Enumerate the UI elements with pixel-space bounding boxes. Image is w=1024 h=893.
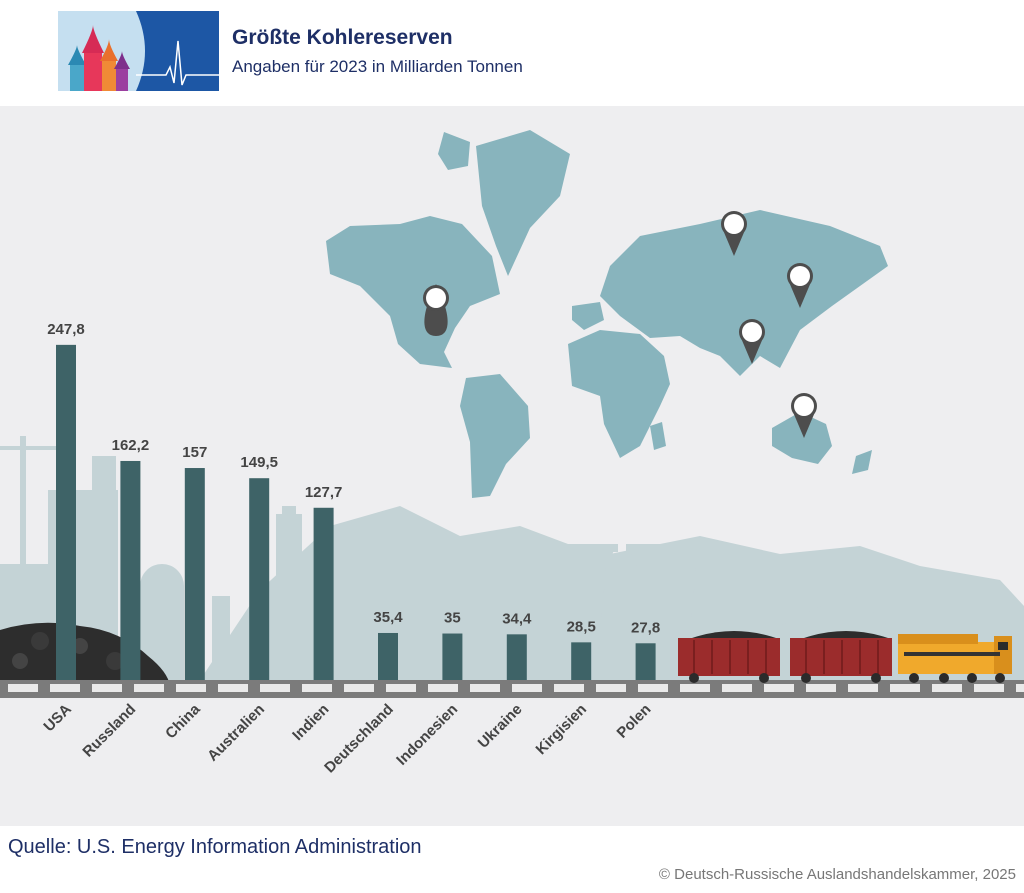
value-label-polen: 27,8 [631,619,660,636]
category-label-indonesien: Indonesien [393,701,461,769]
value-label-indien: 127,7 [305,484,343,501]
category-label-deutschland: Deutschland [321,701,397,777]
bar-ukraine [506,634,527,681]
bar-china [184,468,205,681]
bar-indonesien [442,633,463,681]
map-pin-icon [721,211,747,256]
value-label-kirgisien: 28,5 [567,618,596,635]
category-label-china: China [162,700,204,742]
bar-kirgisien [571,642,592,681]
category-labels-layer: USA Russland China Australien IndienDeutschl… [40,700,654,776]
category-label-russland: Russland [79,701,139,761]
value-label-indonesien: 35 [444,610,461,627]
category-label-australien: Australien [204,701,268,765]
bar-usa [56,344,76,681]
category-label-usa: USA [40,701,75,736]
source-note: Quelle: U.S. Energy Information Administ… [8,836,422,858]
value-label-russland: 162,2 [112,437,150,454]
bar-polen [635,643,656,681]
category-label-indien: Indien [289,701,332,744]
header: Größte Kohlereserven Angaben für 2023 in… [0,0,1024,106]
value-label-deutschland: 35,4 [373,609,403,626]
chart-subtitle: Angaben für 2023 in Milliarden Tonnen [232,57,523,76]
map-pin-icon [787,263,813,308]
copyright-note: © Deutsch-Russische Auslandshandelskamme… [658,866,1016,883]
map-pin-icon [423,284,449,336]
chart-title: Größte Kohlereserven [232,26,453,49]
category-label-ukraine: Ukraine [475,701,526,752]
value-label-china: 157 [182,444,207,461]
map-pin-icon [739,319,765,364]
category-label-polen: Polen [614,701,655,742]
chart-plot: 247,8 162,2 157 149,5 127,7 35,4 35 34,4 28,5 27,… [0,130,1024,776]
category-label-kirgisien: Kirgisien [533,701,590,758]
bar-indien [313,507,334,681]
rail-track [0,680,1024,698]
bars-layer: 247,8 162,2 157 149,5 127,7 35,4 35 34,4 28,5 27,… [47,321,660,681]
bar-australien [249,478,270,681]
bar-deutschland [378,632,398,681]
value-label-usa: 247,8 [47,321,85,338]
bar-russland [120,460,141,681]
world-map-illustration [326,130,888,498]
map-pin-icon [791,393,817,438]
value-label-australien: 149,5 [240,454,278,471]
onion-domes-heartbeat-logo-icon [58,11,219,91]
coal-train-illustration [678,631,1012,683]
value-label-ukraine: 34,4 [502,610,532,627]
